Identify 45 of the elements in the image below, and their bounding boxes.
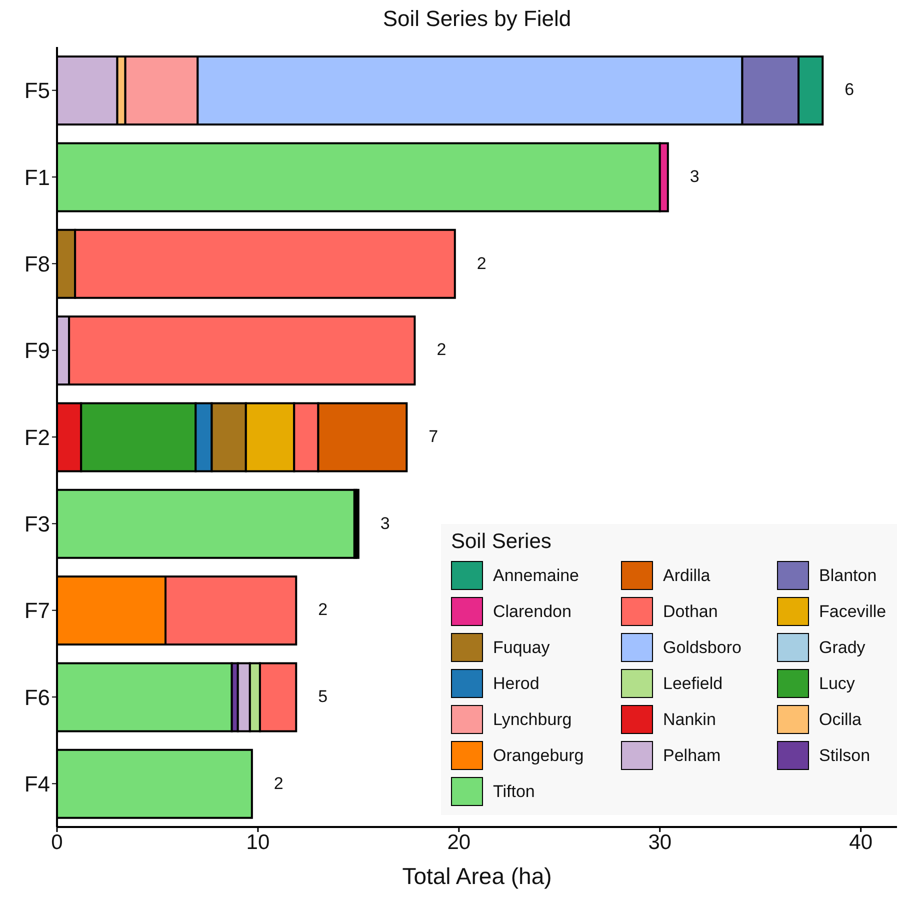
y-tick-label: F7	[24, 598, 50, 624]
annotation: 5	[318, 686, 328, 708]
y-tick-label: F4	[24, 771, 50, 796]
annotation: 3	[380, 512, 390, 535]
y-tick-label: F2	[24, 424, 50, 450]
x-tick-label: 0	[51, 830, 63, 854]
legend-label: Dothan	[663, 602, 718, 622]
legend-label: Blanton	[819, 566, 877, 586]
legend-label: Grady	[819, 638, 866, 658]
legend-label: Orangeburg	[493, 746, 584, 766]
annotation: 2	[318, 599, 328, 622]
legend-label: Ardilla	[663, 566, 710, 586]
legend-label: Stilson	[819, 746, 870, 766]
legend-label: Goldsboro	[663, 638, 742, 658]
legend-label: Fuquay	[493, 638, 550, 658]
y-tick-label: F1	[24, 164, 50, 190]
legend-label: Nankin	[663, 710, 716, 730]
annotation: 7	[428, 426, 438, 448]
legend-label: Tifton	[493, 782, 535, 802]
annotation: 2	[436, 339, 446, 362]
legend-label: Clarendon	[493, 602, 572, 622]
legend-label: Faceville	[819, 602, 886, 622]
legend-label: Leefield	[663, 674, 723, 694]
legend-label: Pelham	[663, 746, 721, 766]
y-tick-label: F5	[24, 78, 50, 104]
y-tick-label: F9	[24, 338, 50, 364]
y-tick-label: F6	[24, 684, 50, 710]
x-tick-label: 20	[447, 830, 471, 854]
legend-label: Lynchburg	[493, 710, 572, 730]
y-tick-label: F3	[24, 511, 50, 536]
legend-label: Annemaine	[493, 566, 580, 586]
annotation: 2	[274, 772, 284, 795]
y-tick-label: F8	[24, 251, 50, 276]
legend-label: Ocilla	[819, 710, 862, 730]
x-tick-label: 30	[648, 830, 672, 854]
x-axis-title: Total Area (ha)	[402, 863, 552, 889]
annotation: 3	[690, 166, 700, 188]
x-tick-label: 40	[849, 830, 873, 854]
x-tick-label: 10	[246, 830, 270, 854]
chart-title: Soil Series by Field	[382, 6, 572, 32]
legend-title: Soil Series	[451, 530, 552, 554]
annotation: 6	[844, 79, 854, 102]
annotation: 2	[476, 252, 486, 275]
legend-label: Lucy	[819, 674, 855, 694]
legend-label: Herod	[493, 674, 540, 694]
